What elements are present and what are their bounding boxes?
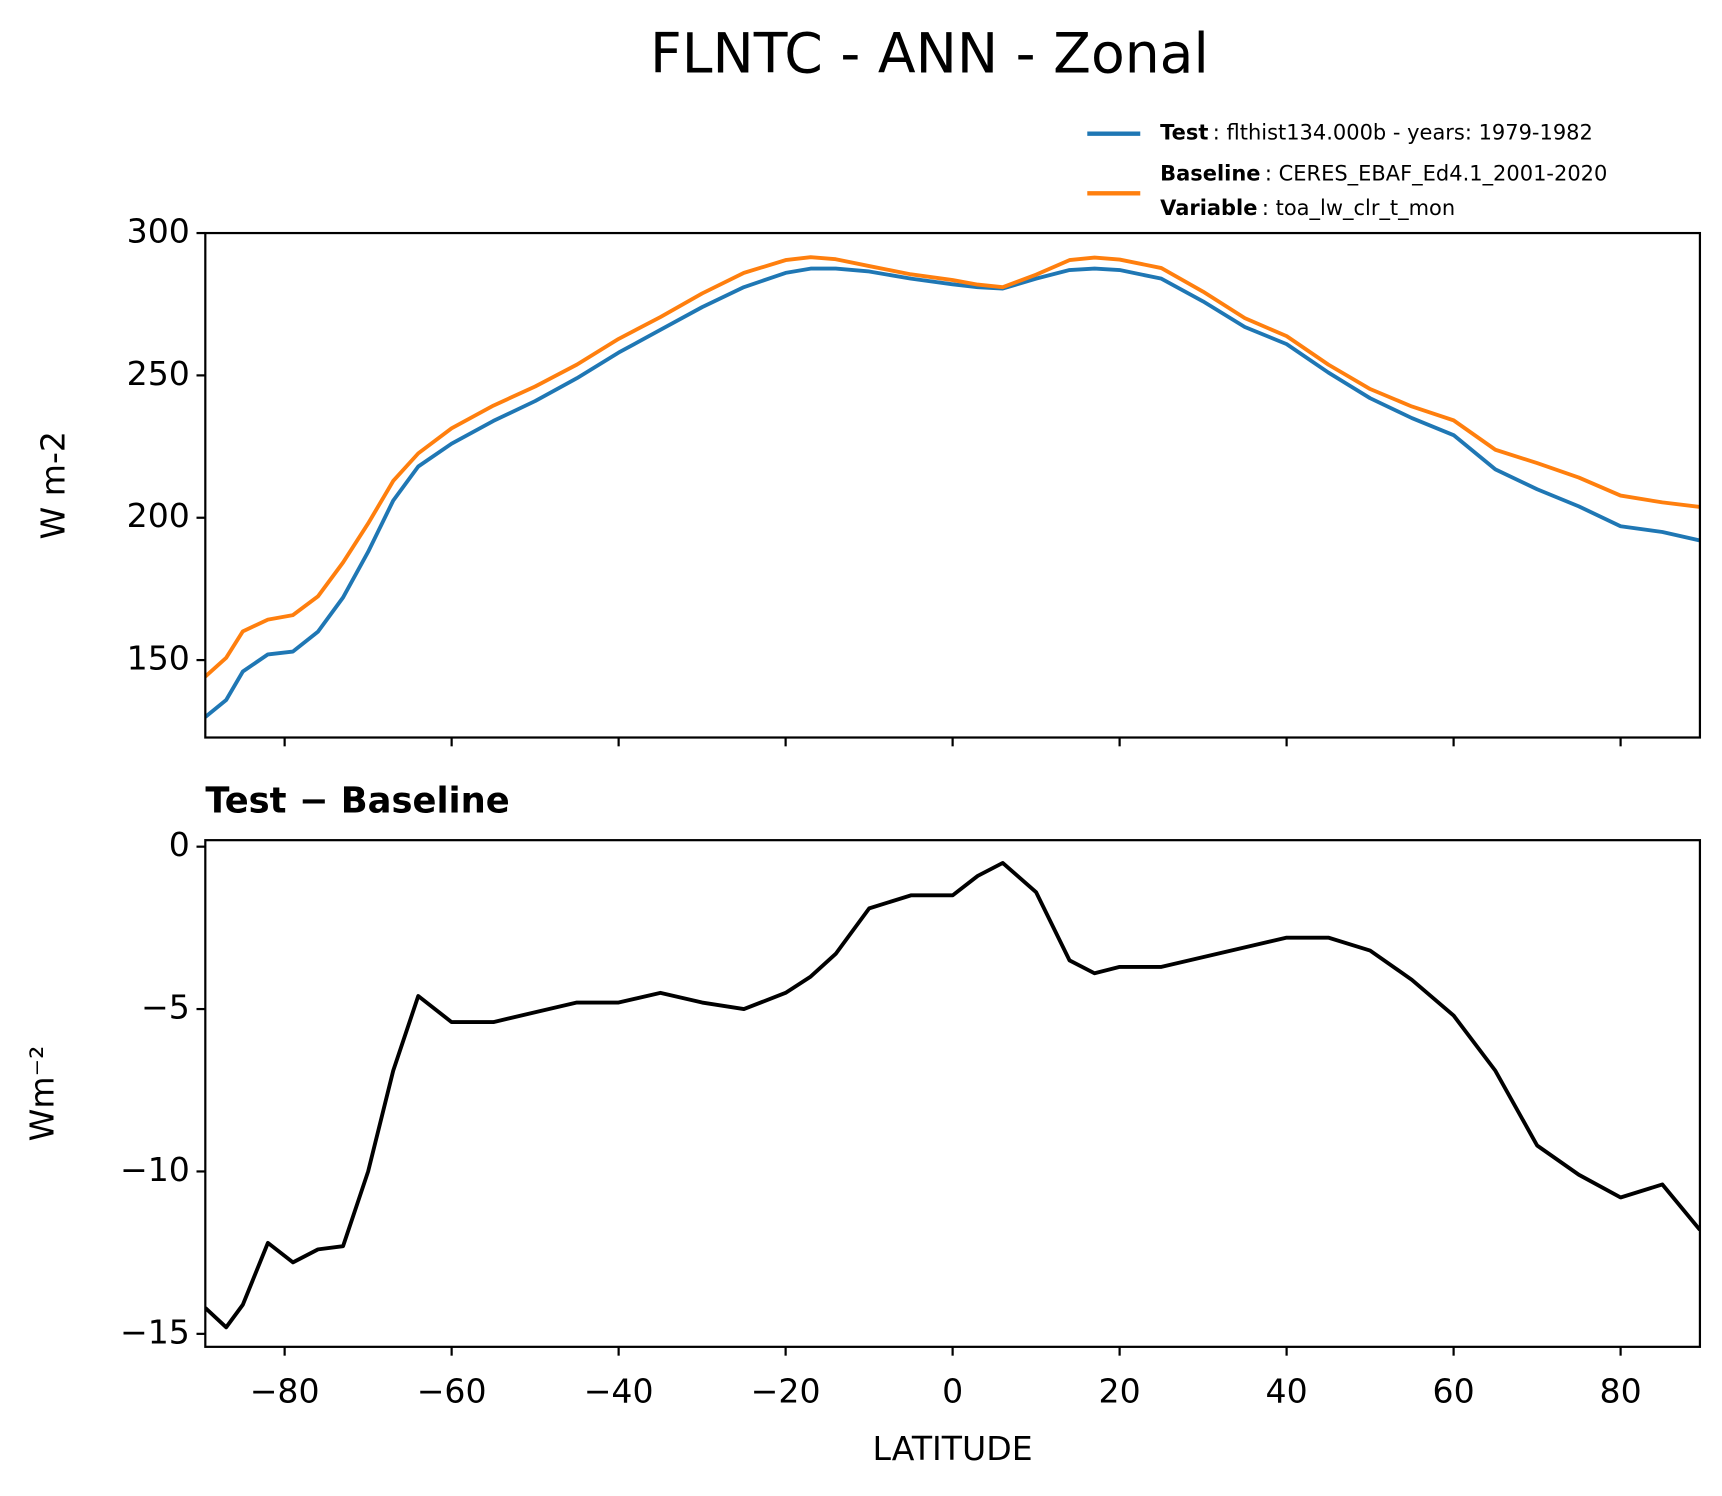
y-tick-label: 200 [127, 496, 190, 535]
y-tick-label: 250 [127, 354, 190, 393]
legend-text: : toa_lw_clr_t_mon [1262, 196, 1455, 221]
legend-text: : CERES_EBAF_Ed4.1_2001-2020 [1265, 162, 1607, 187]
data-line [205, 860, 1700, 1330]
y-tick-label: 300 [127, 212, 190, 251]
axes-frame [204, 231, 1702, 739]
x-tick-label: 80 [1600, 1372, 1642, 1411]
panel-title: Test − Baseline [205, 781, 509, 822]
x-tick-label: −80 [250, 1372, 320, 1411]
x-axis-label: LATITUDE [873, 1429, 1033, 1468]
legend-label: Baseline [1160, 162, 1260, 186]
data-line [205, 255, 1700, 679]
y-tick-label: 150 [127, 639, 190, 678]
y-tick-label: −15 [120, 1312, 190, 1351]
y-tick-label: −5 [141, 988, 190, 1027]
x-tick-label: −20 [751, 1372, 821, 1411]
data-line [205, 266, 1700, 719]
y-tick-label: −10 [120, 1150, 190, 1189]
x-tick-label: −60 [417, 1372, 487, 1411]
legend-label: Test [1160, 121, 1208, 145]
legend-label: Variable [1160, 196, 1257, 220]
axes-frame [204, 839, 1702, 1348]
y-tick-label: 0 [169, 825, 190, 864]
y-axis-label: Wm⁻² [23, 1046, 62, 1142]
x-tick-label: −40 [584, 1372, 654, 1411]
legend-text: : flthist134.000b - years: 1979-1982 [1213, 121, 1593, 145]
x-tick-label: 20 [1099, 1372, 1141, 1411]
x-tick-label: 40 [1266, 1372, 1308, 1411]
x-tick-label: 0 [942, 1372, 963, 1411]
x-tick-label: 60 [1433, 1372, 1475, 1411]
chart-title: FLNTC - ANN - Zonal [650, 23, 1209, 87]
y-axis-label: W m-2 [34, 431, 73, 540]
